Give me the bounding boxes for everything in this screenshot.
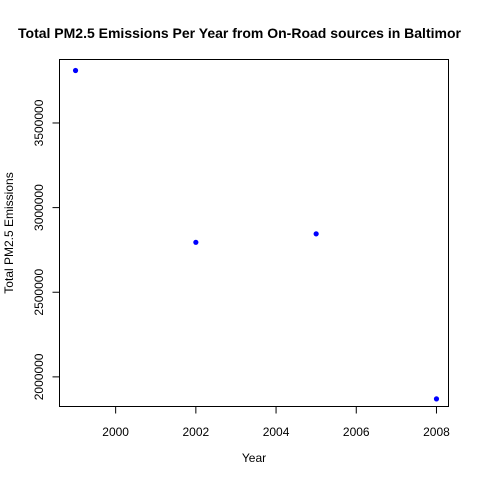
chart-title: Total PM2.5 Emissions Per Year from On-R… bbox=[18, 25, 461, 41]
x-tick-label: 2000 bbox=[102, 425, 129, 439]
data-point bbox=[313, 231, 319, 237]
data-point bbox=[72, 67, 79, 74]
y-tick-label: 3000000 bbox=[32, 184, 46, 231]
y-tick-label: 2000000 bbox=[32, 353, 46, 400]
y-axis-label: Total PM2.5 Emissions bbox=[2, 172, 16, 293]
data-point bbox=[193, 239, 199, 245]
y-tick-label: 2500000 bbox=[32, 269, 46, 316]
data-point bbox=[433, 396, 440, 402]
x-tick-label: 2008 bbox=[423, 425, 450, 439]
y-tick-label: 3500000 bbox=[32, 99, 46, 146]
y-axis: 2000000 2500000 3000000 3500000 bbox=[32, 99, 60, 400]
data-points bbox=[72, 67, 440, 402]
x-tick-label: 2004 bbox=[263, 425, 290, 439]
x-tick-label: 2002 bbox=[182, 425, 209, 439]
x-axis: 2000 2002 2004 2006 2008 bbox=[102, 406, 450, 439]
x-tick-label: 2006 bbox=[343, 425, 370, 439]
x-axis-label: Year bbox=[242, 451, 266, 465]
